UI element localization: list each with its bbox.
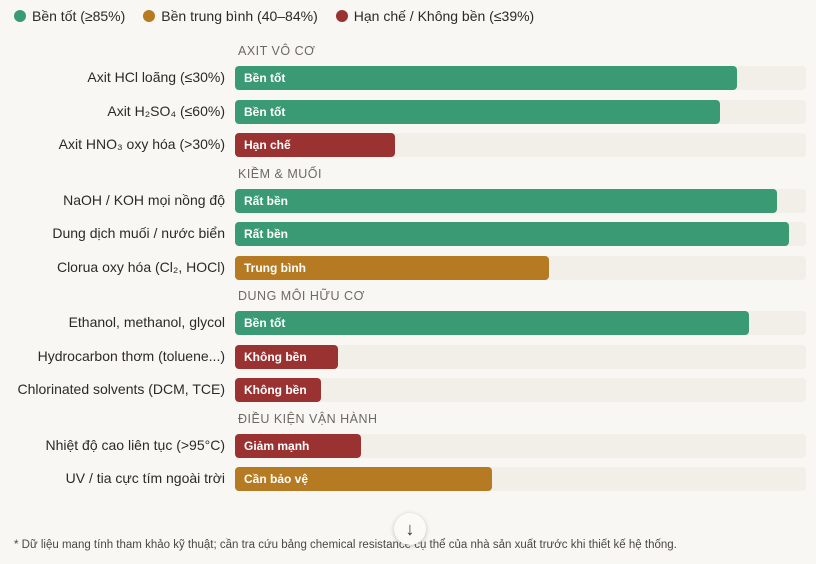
bar-track: Không bền [235,344,806,369]
bar-poor: Hạn chế [235,133,395,157]
bar-track: Cần bảo vệ [235,467,806,491]
bar-tag: Không bền [244,349,307,364]
category-heading: ĐIỀU KIỆN VẬN HÀNH [238,411,378,426]
bar-good: Bền tốt [235,66,738,90]
row-label: Nhiệt độ cao liên tục (>95°C) [45,436,225,453]
resistance-chart: AXIT VÔ CƠ Axit HCl loãng (≤30%) Bền tốt Ax… [17,44,806,491]
bar-track: Bền tốt [235,311,806,335]
row-label: Ethanol, methanol, glycol [68,314,225,330]
legend-dot-good [14,10,26,22]
category-heading: DUNG MÔI HỮU CƠ [238,289,365,303]
bar-track: Hạn chế [235,133,806,157]
bar-tag: Không bền [244,383,307,397]
footnote: * Dữ liệu mang tính tham khảo kỹ thuật; … [14,539,677,551]
category-heading: AXIT VÔ CƠ [238,44,316,58]
bar-good: Rất bền [235,188,778,213]
legend-label: Bền trung bình (40–84%) [161,8,318,24]
legend-label: Hạn chế / Không bền (≤39%) [353,8,535,24]
row-label: Clorua oxy hóa (Cl₂, HOCl) [56,258,225,275]
bar-track: Trung bình [235,255,806,280]
legend: Bền tốt (≥85%) Bền trung bình (40–84%) H… [14,8,534,24]
bar-poor: Không bền [235,378,321,402]
row-label: Hydrocarbon thơm (toluene...) [37,347,225,364]
bar-track: Rất bền [235,188,806,213]
bar-poor: Giảm mạnh [235,433,361,458]
legend-dot-poor [335,10,348,22]
bar-medium: Cần bảo vệ [235,467,492,491]
bar-tag: Rất bền [244,227,289,241]
bar-good: Rất bền [235,222,789,246]
bar-tag: Rất bền [244,193,289,208]
row-label: Chlorinated solvents (DCM, TCE) [17,381,225,397]
bar-track: Giảm mạnh [235,433,806,458]
bar-track: Bền tốt [235,99,806,124]
bar-tag: Bền tốt [244,316,286,330]
bar-tag: Bền tốt [244,104,286,119]
bar-track: Không bền [235,378,806,402]
bar-tag: Bền tốt [244,71,286,85]
bar-tag: Hạn chế [244,138,291,152]
bar-tag: Giảm mạnh [244,438,310,453]
category-heading: KIỀM & MUỐI [238,166,322,181]
bar-tag: Cần bảo vệ [244,472,309,486]
legend-dot-medium [143,10,156,22]
row-label: Dung dịch muối / nước biển [52,225,225,241]
bar-medium: Trung bình [235,255,550,280]
legend-label: Bền tốt (≥85%) [32,8,126,24]
bar-good: Bền tốt [235,311,749,335]
legend-item-poor: Hạn chế / Không bền (≤39%) [335,8,535,24]
bar-track: Bền tốt [235,66,806,90]
bar-tag: Trung bình [244,260,306,275]
row-label: NaOH / KOH mọi nồng độ [63,191,225,208]
legend-item-medium: Bền trung bình (40–84%) [143,8,318,24]
arrow-down-icon: ↓ [405,518,415,539]
row-label: UV / tia cực tím ngoài trời [65,470,225,486]
legend-item-good: Bền tốt (≥85%) [14,8,125,24]
bar-good: Bền tốt [235,99,721,124]
bar-poor: Không bền [235,344,338,369]
row-label: Axit HCl loãng (≤30%) [87,69,225,85]
bar-track: Rất bền [235,222,806,246]
scroll-down-button[interactable]: ↓ [394,513,426,545]
row-label: Axit H₂SO₄ (≤60%) [107,102,225,119]
row-label: Axit HNO₃ oxy hóa (>30%) [58,136,225,152]
